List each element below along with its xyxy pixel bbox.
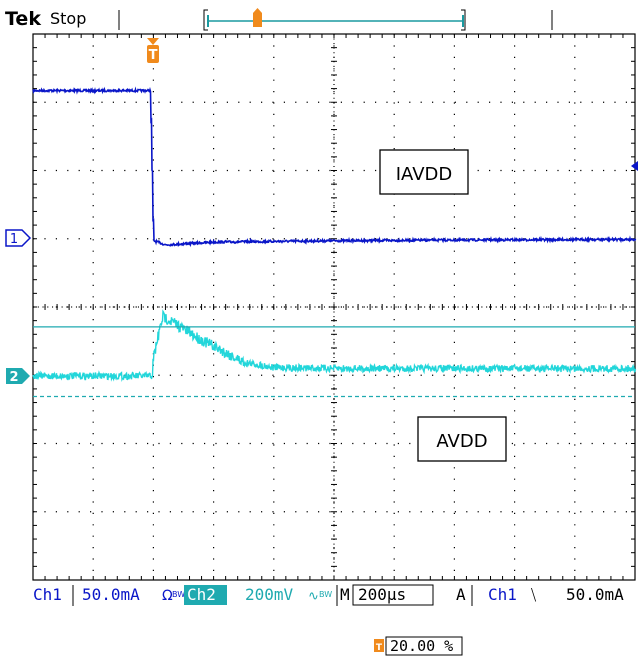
ch2-label-bg [184, 585, 227, 605]
timebase-prefix: M [340, 585, 350, 604]
timebase-box [352, 584, 434, 606]
timebase-value: 200µs [358, 585, 406, 604]
brand-logo: Tek [5, 8, 41, 30]
svg-text:AVDD: AVDD [436, 431, 487, 452]
traces [32, 86, 637, 398]
ch1-bandwidth-limit: BW [172, 590, 185, 599]
ch2-bandwidth-limit: BW [319, 590, 332, 599]
trigger-slope-icon: ⧹ [531, 586, 537, 604]
trigger-mode: A [456, 585, 466, 604]
ch2-ground-marker: 2 [6, 368, 30, 385]
trace-avdd [32, 309, 637, 382]
trigger-position-readout: T 20.00 % [374, 636, 463, 656]
svg-text:T: T [376, 643, 383, 653]
avdd-label: AVDD [417, 416, 507, 462]
ch2-scale: 200mV [245, 585, 294, 604]
acquisition-status: Stop [50, 9, 86, 28]
ch1-impedance: Ω [162, 588, 173, 604]
trace-iavdd [32, 86, 637, 248]
ch1-scale: 50.0mA [82, 585, 140, 604]
trigger-source: Ch1 [488, 585, 517, 604]
iavdd-label: IAVDD [379, 149, 469, 195]
trigger-level: 50.0mA [566, 585, 624, 604]
svg-text:20.00 %: 20.00 % [390, 637, 453, 655]
svg-text:T: T [149, 48, 158, 63]
svg-text:1: 1 [10, 232, 18, 247]
ch2-coupling: ∿ [308, 589, 319, 604]
svg-text:IAVDD: IAVDD [396, 164, 453, 185]
ch1-label: Ch1 [33, 585, 62, 604]
status-bar: Ch1 50.0mA Ω BW Ch2 200mV ∿ BW M 200µs A… [33, 584, 624, 606]
ch2-label: Ch2 [187, 585, 216, 604]
trigger-time-marker: T [147, 38, 159, 63]
record-view-indicator [203, 8, 466, 31]
svg-text:2: 2 [9, 370, 18, 385]
ch1-ground-marker: 1 [5, 229, 32, 247]
trigger-level-arrow-icon [631, 161, 638, 171]
